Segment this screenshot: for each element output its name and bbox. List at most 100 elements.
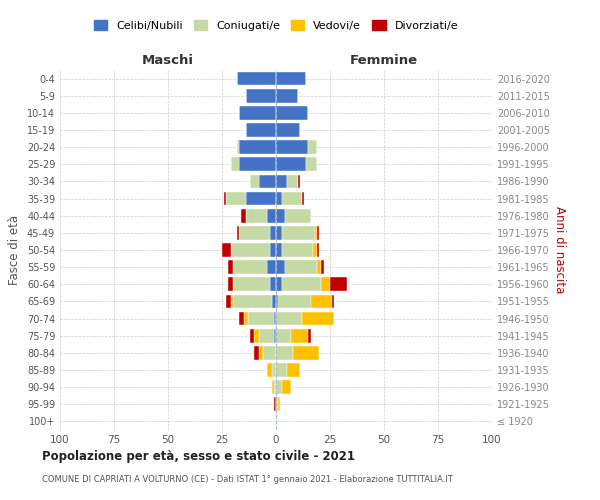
Bar — [322, 278, 330, 291]
Bar — [269, 278, 276, 291]
Text: COMUNE DI CAPRIATI A VOLTURNO (CE) - Dati ISTAT 1° gennaio 2021 - Elaborazione T: COMUNE DI CAPRIATI A VOLTURNO (CE) - Dat… — [42, 475, 453, 484]
Bar — [263, 346, 276, 360]
Y-axis label: Anni di nascita: Anni di nascita — [553, 206, 566, 294]
Bar — [259, 346, 263, 360]
Bar — [239, 106, 276, 120]
Bar — [308, 329, 311, 342]
Bar — [246, 89, 276, 102]
Bar — [284, 209, 311, 222]
Bar — [291, 329, 308, 342]
Bar — [308, 140, 317, 154]
Bar — [276, 294, 278, 308]
Bar — [229, 278, 233, 291]
Bar — [276, 174, 287, 188]
Bar — [272, 294, 276, 308]
Bar — [332, 294, 334, 308]
Bar — [233, 278, 269, 291]
Bar — [246, 209, 268, 222]
Bar — [269, 243, 276, 257]
Bar — [224, 192, 226, 205]
Bar — [254, 329, 259, 342]
Bar — [241, 209, 246, 222]
Bar — [239, 140, 276, 154]
Bar — [276, 72, 306, 86]
Bar — [317, 226, 319, 239]
Bar — [276, 363, 287, 377]
Bar — [283, 192, 302, 205]
Bar — [274, 380, 276, 394]
Bar — [268, 260, 276, 274]
Bar — [276, 123, 300, 137]
Bar — [230, 243, 269, 257]
Bar — [330, 278, 347, 291]
Bar — [239, 158, 276, 171]
Bar — [268, 363, 272, 377]
Bar — [276, 398, 278, 411]
Bar — [276, 260, 284, 274]
Bar — [287, 363, 300, 377]
Y-axis label: Fasce di età: Fasce di età — [8, 215, 21, 285]
Bar — [276, 346, 293, 360]
Bar — [315, 226, 317, 239]
Bar — [239, 226, 269, 239]
Bar — [250, 174, 259, 188]
Bar — [237, 72, 276, 86]
Bar — [298, 174, 300, 188]
Bar — [302, 312, 334, 326]
Bar — [259, 174, 276, 188]
Bar — [293, 346, 319, 360]
Bar — [284, 260, 317, 274]
Bar — [248, 312, 274, 326]
Bar — [239, 312, 244, 326]
Bar — [283, 380, 291, 394]
Bar — [276, 89, 298, 102]
Bar — [276, 158, 306, 171]
Bar — [283, 278, 322, 291]
Bar — [226, 294, 230, 308]
Bar — [222, 243, 230, 257]
Bar — [274, 398, 276, 411]
Bar — [237, 226, 239, 239]
Bar — [237, 140, 239, 154]
Bar — [276, 226, 283, 239]
Bar — [311, 294, 332, 308]
Bar — [230, 294, 233, 308]
Text: Femmine: Femmine — [350, 54, 418, 66]
Bar — [244, 312, 248, 326]
Bar — [274, 312, 276, 326]
Bar — [302, 192, 304, 205]
Bar — [272, 363, 276, 377]
Text: Popolazione per età, sesso e stato civile - 2021: Popolazione per età, sesso e stato civil… — [42, 450, 355, 463]
Bar — [283, 226, 315, 239]
Bar — [276, 329, 291, 342]
Bar — [276, 209, 284, 222]
Bar — [226, 192, 246, 205]
Bar — [322, 260, 323, 274]
Bar — [268, 209, 276, 222]
Bar — [246, 192, 276, 205]
Bar — [233, 294, 272, 308]
Bar — [233, 260, 268, 274]
Bar — [250, 329, 254, 342]
Bar — [278, 398, 280, 411]
Bar — [276, 192, 283, 205]
Bar — [306, 158, 317, 171]
Bar — [272, 380, 274, 394]
Bar — [276, 140, 308, 154]
Bar — [246, 123, 276, 137]
Bar — [269, 226, 276, 239]
Bar — [276, 278, 283, 291]
Bar — [276, 380, 283, 394]
Bar — [278, 294, 311, 308]
Bar — [259, 329, 274, 342]
Bar — [317, 260, 322, 274]
Text: Maschi: Maschi — [142, 54, 194, 66]
Bar — [276, 243, 283, 257]
Bar — [317, 243, 319, 257]
Bar — [274, 329, 276, 342]
Bar — [254, 346, 259, 360]
Bar — [230, 158, 239, 171]
Bar — [276, 312, 302, 326]
Bar — [283, 243, 313, 257]
Legend: Celibi/Nubili, Coniugati/e, Vedovi/e, Divorziati/e: Celibi/Nubili, Coniugati/e, Vedovi/e, Di… — [89, 16, 463, 35]
